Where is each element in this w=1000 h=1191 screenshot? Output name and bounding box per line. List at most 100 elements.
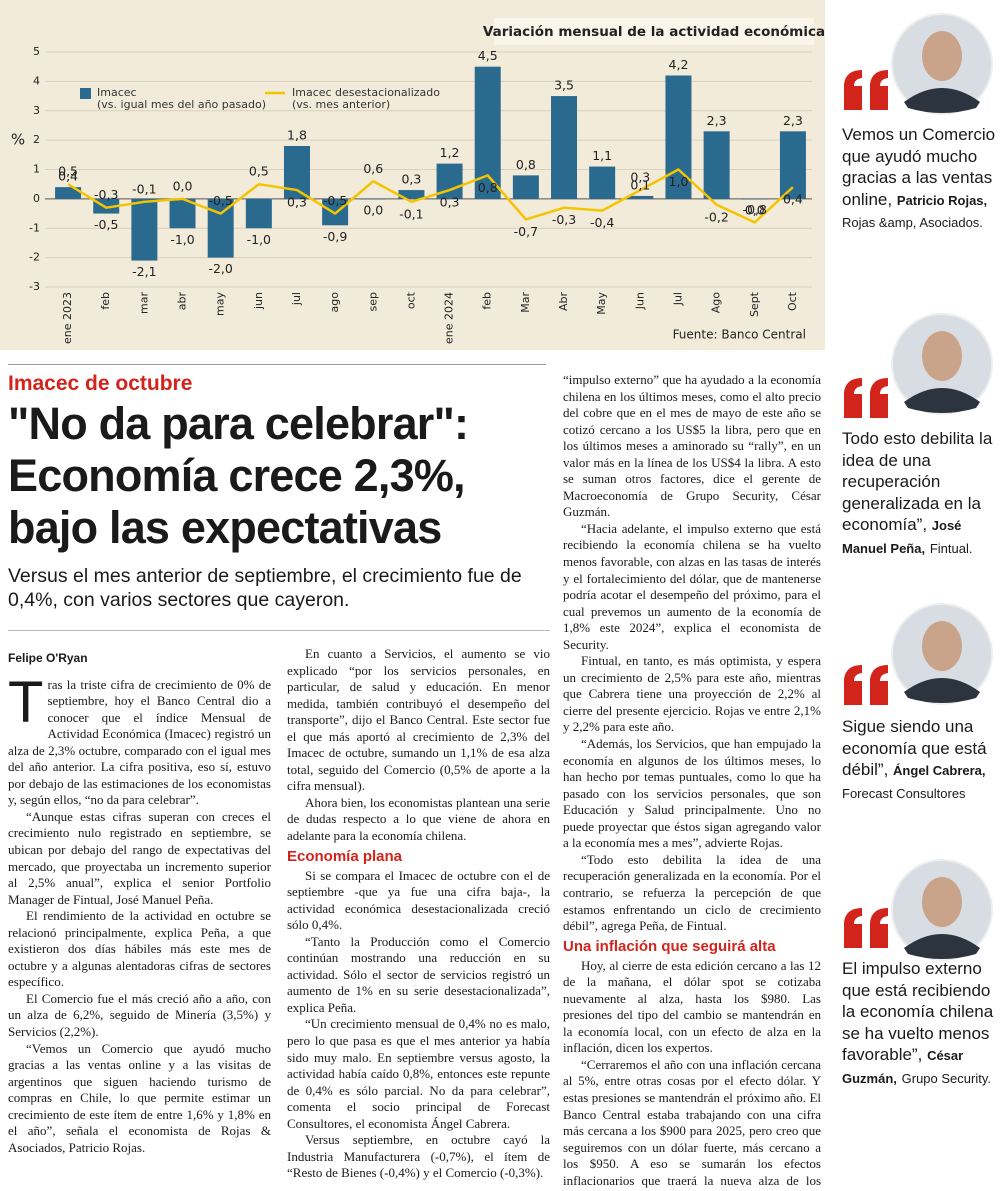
quote-text: El impulso externo que está recibiendo l…: [842, 959, 994, 1064]
paragraph: Si se compara el Imacec de octubre con e…: [287, 867, 550, 933]
x-tick-label: Ago: [710, 292, 723, 314]
quote-name: Patricio Rojas,: [896, 192, 988, 208]
paragraph: El Comercio fue el más creció año a año,…: [8, 990, 271, 1040]
portrait-body: [904, 388, 980, 413]
paragraph: “Hacia adelante, el impulso externo que …: [563, 520, 821, 652]
value-label: 1,2: [440, 145, 460, 160]
value-label: 0,4: [58, 169, 78, 184]
value-label: 0,0: [363, 202, 383, 217]
pull-quote: El impulso externo que está recibiendo l…: [842, 958, 998, 1089]
value-label: -0,1: [399, 206, 423, 221]
pull-quote: Sigue siendo una economía que está débil…: [842, 716, 998, 804]
bar: [360, 198, 387, 200]
value-label: -2,1: [132, 264, 156, 279]
paragraph: “Además, los Servicios, que han empujado…: [563, 736, 821, 851]
bar: [207, 198, 234, 258]
y-tick-label: -2: [29, 251, 40, 264]
x-tick-label: mar: [137, 292, 150, 314]
value-label: -0,8: [743, 202, 767, 217]
paragraph: “Aunque estas cifras superan con creces …: [8, 808, 271, 907]
quote-name: José Manuel Peña,: [842, 518, 962, 556]
y-tick-label: 4: [33, 74, 40, 87]
x-tick-label: ene 2024: [443, 292, 456, 344]
quote-name: Ángel Cabrera,: [893, 763, 986, 778]
rule: [8, 630, 550, 631]
value-label: 0,8: [478, 180, 498, 195]
legend-note: (vs. igual mes del año pasado): [97, 98, 266, 111]
value-label: -0,1: [132, 181, 156, 196]
source: Fuente: Banco Central: [673, 328, 806, 342]
bar: [703, 131, 730, 199]
quote-mark: [844, 70, 888, 110]
value-label: 0,0: [173, 178, 193, 193]
line: [67, 168, 794, 224]
byline: Felipe O'Ryan: [8, 651, 88, 665]
y-tick-label: 3: [33, 104, 40, 117]
value-label: -0,5: [94, 217, 118, 232]
value-label: 1,0: [669, 174, 689, 189]
x-tick-label: Oct: [786, 291, 799, 311]
x-tick-label: oct: [404, 291, 417, 309]
value-label: 3,5: [554, 78, 574, 93]
x-tick-label: Sept: [748, 291, 761, 317]
y-tick-label: 0: [33, 192, 40, 205]
value-label: 4,2: [669, 57, 689, 72]
x-tick-label: Jun: [633, 292, 646, 310]
value-label: 2,3: [783, 113, 803, 128]
kicker: Imacec de octubre: [8, 372, 193, 395]
x-tick-label: Abr: [557, 292, 570, 312]
value-label: -0,2: [704, 209, 728, 224]
quote-mark: [844, 378, 888, 418]
chart-title: Variación mensual de la actividad económ…: [483, 24, 825, 40]
paragraph: Versus septiembre, en octubre cayó la In…: [287, 1132, 550, 1181]
bar: [398, 190, 425, 199]
value-label: -1,0: [247, 232, 271, 247]
value-label: -0,7: [514, 224, 538, 239]
quote-glyph: [844, 908, 888, 948]
x-tick-label: may: [214, 292, 227, 316]
value-label: 0,5: [58, 164, 78, 179]
value-label: 0,3: [440, 195, 460, 210]
quote-mark: [844, 665, 888, 705]
quote-org: Grupo Security.: [901, 1070, 991, 1086]
portrait-body: [904, 678, 980, 703]
paragraph: Tras la triste cifra de crecimiento de 0…: [8, 669, 271, 808]
dek: Versus el mes anterior de septiembre, el…: [8, 565, 522, 611]
quote-name: César Guzmán,: [842, 1048, 964, 1086]
bar: [627, 195, 654, 199]
paragraph: Fintual, en tanto, es más optimista, y e…: [563, 653, 821, 735]
legend-label: Imacec desestacionalizado: [292, 86, 440, 99]
x-tick-label: ene 2023: [61, 292, 74, 344]
portrait: [891, 859, 993, 961]
quote-org: Rojas &amp, Asociados.: [842, 215, 983, 230]
y-tick-label: -1: [29, 221, 40, 234]
paragraph: En cuanto a Servicios, el aumento se vio…: [287, 646, 550, 794]
portrait-body: [904, 934, 980, 959]
value-label: 0,3: [630, 170, 650, 185]
bar: [131, 198, 158, 261]
portrait-face: [922, 331, 962, 381]
x-tick-label: May: [595, 292, 608, 315]
x-tick-label: Mar: [519, 292, 532, 313]
chart: Variación mensual de la actividad económ…: [0, 0, 825, 350]
value-label: -2,0: [208, 261, 232, 276]
legend-note: (vs. mes anterior): [292, 98, 390, 111]
paragraph: “Tanto la Producción como el Comercio co…: [287, 933, 550, 1015]
value-label: -0,5: [323, 193, 347, 208]
bar: [169, 198, 196, 229]
x-tick-label: jul: [290, 292, 303, 306]
x-tick-label: abr: [176, 292, 189, 311]
paragraph: “impulso externo” que ha ayudado a la ec…: [563, 372, 821, 520]
rule: [8, 364, 546, 365]
value-label: -1,0: [170, 232, 194, 247]
quote-mark: [844, 908, 888, 948]
x-tick-label: sep: [366, 292, 379, 311]
portrait-face: [922, 621, 962, 671]
y-tick-label: -3: [29, 280, 40, 293]
quote-text: Vemos un Comercio que ayudó mucho gracia…: [842, 125, 996, 209]
y-tick-label: 5: [33, 45, 40, 58]
paragraph: El rendimiento de la actividad en octubr…: [8, 908, 271, 990]
headline: "No da para celebrar": Economía crece 2,…: [8, 398, 469, 553]
pull-quote: Todo esto debilita la idea de una recupe…: [842, 428, 998, 559]
quote-org: Forecast Consultores: [842, 785, 966, 801]
